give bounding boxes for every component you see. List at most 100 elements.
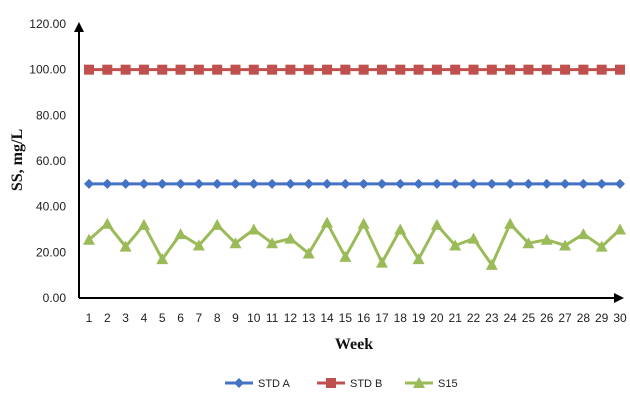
data-point — [450, 64, 461, 75]
data-point — [174, 228, 187, 240]
series-std-a — [84, 178, 625, 189]
data-point — [522, 237, 535, 249]
data-point — [395, 178, 406, 189]
legend: STD A STD B S15 — [225, 377, 458, 390]
data-point — [102, 178, 113, 189]
x-tick-label: 21 — [449, 311, 463, 325]
x-tick-label: 14 — [320, 311, 334, 325]
x-tick-label: 25 — [522, 311, 536, 325]
data-point — [523, 178, 534, 189]
data-point — [322, 64, 333, 75]
data-point — [229, 237, 242, 249]
data-point — [120, 178, 131, 189]
x-tick-labels: 1 2 3 4 5 6 7 8 9 10 11 12 13 14 15 16 17 18 19 20 21 22 23 24 2… — [86, 311, 627, 325]
data-point — [505, 64, 516, 75]
y-tick-label: 100.00 — [29, 63, 66, 77]
data-point — [83, 233, 95, 245]
data-point — [192, 239, 205, 251]
x-tick-label: 16 — [357, 311, 371, 325]
data-point — [284, 232, 297, 244]
y-tick-label: 120.00 — [29, 17, 66, 31]
data-point — [302, 247, 315, 259]
series-s15 — [83, 216, 626, 270]
data-point — [615, 64, 625, 75]
x-tick-label: 11 — [266, 311, 279, 325]
y-tick-labels: 0.00 20.00 40.00 60.00 80.00 100.00 120.00 — [29, 17, 66, 305]
x-tick-label: 23 — [485, 311, 499, 325]
data-point — [595, 240, 608, 252]
legend-swatch-marker — [326, 378, 336, 388]
data-point — [615, 178, 625, 189]
data-point — [248, 64, 259, 75]
y-tick-label: 80.00 — [36, 108, 66, 122]
data-point — [559, 239, 572, 251]
series-layer — [83, 64, 626, 270]
data-point — [138, 178, 149, 189]
y-tick-label: 20.00 — [36, 245, 66, 259]
data-point — [102, 64, 113, 75]
legend-label: STD B — [350, 378, 382, 390]
data-point — [450, 178, 461, 189]
data-point — [230, 64, 241, 75]
data-point — [376, 64, 387, 75]
x-tick-label: 27 — [558, 311, 572, 325]
data-point — [157, 178, 168, 189]
legend-swatch-marker — [234, 378, 244, 388]
x-tick-label: 1 — [86, 311, 93, 325]
data-point — [412, 253, 425, 265]
data-point — [212, 178, 223, 189]
data-point — [358, 178, 369, 189]
legend-item: STD A — [225, 378, 290, 390]
x-tick-label: 5 — [159, 311, 166, 325]
y-axis-arrow — [74, 22, 84, 32]
data-point — [101, 217, 114, 229]
x-tick-label: 13 — [302, 311, 316, 325]
legend-item: S15 — [405, 377, 458, 390]
data-point — [212, 64, 223, 75]
data-point — [504, 217, 517, 229]
data-point — [285, 64, 296, 75]
data-point — [596, 178, 607, 189]
x-tick-label: 2 — [104, 311, 111, 325]
data-point — [394, 223, 407, 235]
data-point — [175, 64, 186, 75]
data-point — [340, 178, 351, 189]
data-point — [230, 178, 241, 189]
y-axis-title: SS, mg/L — [9, 129, 26, 191]
data-point — [321, 216, 334, 228]
x-tick-label: 3 — [122, 311, 129, 325]
data-point — [541, 64, 552, 75]
data-point — [486, 64, 497, 75]
data-point — [578, 64, 589, 75]
y-tick-label: 40.00 — [36, 200, 66, 214]
data-point — [505, 178, 516, 189]
data-point — [285, 178, 296, 189]
x-tick-label: 12 — [284, 311, 298, 325]
data-point — [431, 64, 442, 75]
data-point — [358, 64, 369, 75]
data-point — [267, 64, 278, 75]
data-point — [340, 64, 351, 75]
legend-label: STD A — [258, 378, 290, 390]
data-point — [376, 178, 387, 189]
data-point — [248, 178, 259, 189]
data-point — [175, 178, 186, 189]
data-point — [540, 233, 553, 245]
y-tick-label: 60.00 — [36, 154, 66, 168]
data-point — [614, 223, 626, 235]
x-tick-label: 17 — [375, 311, 389, 325]
data-point — [303, 178, 314, 189]
x-tick-label: 28 — [577, 311, 591, 325]
series-line — [88, 221, 622, 267]
data-point — [120, 64, 131, 75]
x-tick-label: 9 — [232, 311, 239, 325]
data-point — [431, 178, 442, 189]
x-tick-label: 22 — [467, 311, 481, 325]
data-point — [430, 218, 443, 230]
x-tick-label: 30 — [613, 311, 627, 325]
data-point — [395, 64, 406, 75]
data-point — [413, 64, 424, 75]
x-tick-label: 26 — [540, 311, 554, 325]
data-point — [449, 239, 462, 251]
